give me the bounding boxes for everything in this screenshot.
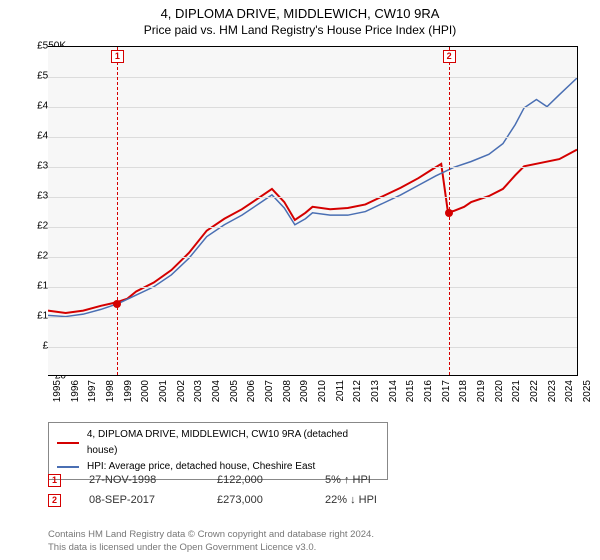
x-tick-label: 1996 xyxy=(70,380,81,402)
marker-table-flag: 2 xyxy=(48,494,61,507)
marker-flag-1: 1 xyxy=(111,50,124,63)
x-tick-label: 2013 xyxy=(370,380,381,402)
x-tick-label: 2016 xyxy=(423,380,434,402)
x-tick-label: 2022 xyxy=(529,380,540,402)
x-tick-label: 2009 xyxy=(299,380,310,402)
x-tick-label: 2000 xyxy=(140,380,151,402)
series-property xyxy=(48,150,577,313)
chart-subtitle: Price paid vs. HM Land Registry's House … xyxy=(0,23,600,37)
x-tick-label: 2018 xyxy=(458,380,469,402)
grid-line xyxy=(48,77,577,78)
marker-flag-2: 2 xyxy=(443,50,456,63)
x-tick-label: 1995 xyxy=(52,380,63,402)
legend-swatch xyxy=(57,442,79,444)
chart-title: 4, DIPLOMA DRIVE, MIDDLEWICH, CW10 9RA xyxy=(0,6,600,21)
x-tick-label: 2004 xyxy=(211,380,222,402)
grid-line xyxy=(48,287,577,288)
marker-price: £273,000 xyxy=(217,494,297,506)
x-tick-label: 2015 xyxy=(405,380,416,402)
x-tick-label: 2011 xyxy=(335,380,346,402)
chart-svg xyxy=(48,47,577,375)
x-tick-label: 2017 xyxy=(441,380,452,402)
x-tick-label: 1997 xyxy=(87,380,98,402)
title-block: 4, DIPLOMA DRIVE, MIDDLEWICH, CW10 9RA P… xyxy=(0,0,600,37)
x-tick-label: 2021 xyxy=(511,380,522,402)
x-axis-labels: 1995 1996 1997 1998 1999 2000 2001 2002 2003 2004… xyxy=(48,380,578,420)
x-tick-label: 2023 xyxy=(547,380,558,402)
x-tick-label: 2014 xyxy=(388,380,399,402)
marker-table: 1 27-NOV-1998 £122,000 5% ↑ HPI 2 08-SEP-2017… xyxy=(48,470,377,510)
grid-line xyxy=(48,347,577,348)
x-tick-label: 2001 xyxy=(158,380,169,402)
x-tick-label: 2010 xyxy=(317,380,328,402)
x-tick-label: 2007 xyxy=(264,380,275,402)
grid-line xyxy=(48,227,577,228)
legend-swatch xyxy=(57,466,79,468)
grid-line xyxy=(48,107,577,108)
grid-line xyxy=(48,317,577,318)
marker-point-1 xyxy=(113,300,121,308)
chart-plot-area: 12 xyxy=(48,46,578,376)
x-tick-label: 2008 xyxy=(282,380,293,402)
marker-point-2 xyxy=(445,209,453,217)
footer-line1: Contains HM Land Registry data © Crown c… xyxy=(48,528,588,541)
x-tick-label: 2024 xyxy=(564,380,575,402)
x-tick-label: 2003 xyxy=(193,380,204,402)
marker-date: 27-NOV-1998 xyxy=(89,474,189,486)
x-tick-label: 1999 xyxy=(123,380,134,402)
marker-table-flag: 1 xyxy=(48,474,61,487)
marker-date: 08-SEP-2017 xyxy=(89,494,189,506)
marker-table-row: 2 08-SEP-2017 £273,000 22% ↓ HPI xyxy=(48,490,377,510)
marker-delta: 5% ↑ HPI xyxy=(325,474,371,486)
grid-line xyxy=(48,167,577,168)
marker-delta: 22% ↓ HPI xyxy=(325,494,377,506)
grid-line xyxy=(48,197,577,198)
x-tick-label: 2002 xyxy=(176,380,187,402)
grid-line xyxy=(48,137,577,138)
marker-table-row: 1 27-NOV-1998 £122,000 5% ↑ HPI xyxy=(48,470,377,490)
marker-price: £122,000 xyxy=(217,474,297,486)
x-tick-label: 2006 xyxy=(246,380,257,402)
grid-line xyxy=(48,257,577,258)
legend-label: 4, DIPLOMA DRIVE, MIDDLEWICH, CW10 9RA (… xyxy=(87,427,379,459)
x-tick-label: 2020 xyxy=(494,380,505,402)
marker-line-1 xyxy=(117,47,118,375)
x-tick-label: 2019 xyxy=(476,380,487,402)
x-tick-label: 2012 xyxy=(352,380,363,402)
x-tick-label: 2025 xyxy=(582,380,593,402)
legend-item: 4, DIPLOMA DRIVE, MIDDLEWICH, CW10 9RA (… xyxy=(57,427,379,459)
x-tick-label: 2005 xyxy=(229,380,240,402)
x-tick-label: 1998 xyxy=(105,380,116,402)
footer-line2: This data is licensed under the Open Gov… xyxy=(48,541,588,554)
footer-attribution: Contains HM Land Registry data © Crown c… xyxy=(48,528,588,554)
